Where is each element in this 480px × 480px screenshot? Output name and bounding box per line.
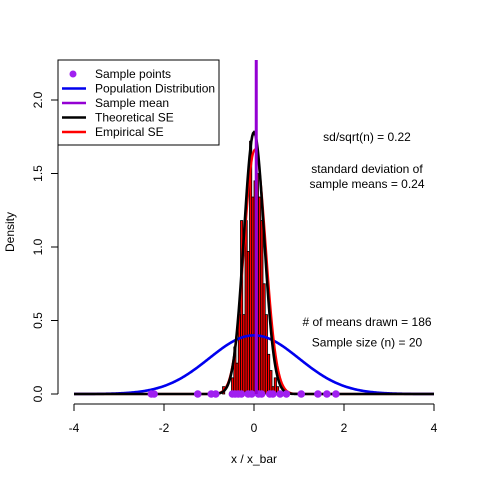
sample-point-8 [237, 390, 246, 398]
legend-label-4: Empirical SE [95, 125, 164, 139]
sample-point-10 [247, 390, 256, 398]
sample-point-15 [276, 390, 284, 398]
annotation-2: sample means = 0.24 [309, 177, 424, 191]
theoretical-se-curve [74, 130, 434, 396]
y-axis-label: Density [3, 212, 17, 252]
x-tick-label-0: -4 [69, 421, 80, 435]
x-tick-label-3: 2 [341, 421, 348, 435]
y-tick-label-1: 0.5 [31, 312, 45, 329]
sample-points-layer [147, 390, 340, 398]
x-tick-label-1: -2 [159, 421, 170, 435]
x-tick-label-4: 4 [431, 421, 438, 435]
sample-point-2 [193, 390, 202, 398]
sample-point-20 [332, 390, 340, 398]
sample-point-12 [257, 390, 266, 398]
x-axis-label: x / x_bar [231, 452, 277, 466]
sample-point-18 [314, 390, 322, 398]
y-tick-label-2: 1.0 [31, 238, 45, 255]
legend-label-3: Theoretical SE [95, 111, 174, 125]
annotation-4: Sample size (n) = 20 [312, 336, 423, 350]
sample-point-14 [269, 390, 277, 398]
legend-label-2: Sample mean [95, 96, 169, 110]
population-distribution-curve [74, 334, 434, 396]
annotations: sd/sqrt(n) = 0.22 standard deviation ofsa… [302, 130, 431, 350]
sample-point-17 [297, 390, 306, 398]
y-tick-label-0: 0.0 [31, 385, 45, 402]
y-tick-label-3: 1.5 [31, 165, 45, 182]
x-tick-label-2: 0 [251, 421, 258, 435]
legend-label-0: Sample points [95, 67, 171, 81]
sample-point-1 [150, 390, 158, 398]
sample-point-19 [323, 390, 331, 398]
y-tick-label-4: 2.0 [31, 91, 45, 108]
sample-point-4 [211, 390, 220, 398]
legend-symbol-0 [69, 70, 77, 78]
legend-label-1: Population Distribution [95, 82, 215, 96]
annotation-0: sd/sqrt(n) = 0.22 [323, 130, 411, 144]
annotation-3: # of means drawn = 186 [302, 315, 431, 329]
x-axis-ticks: -4 -2 0 2 4 [69, 404, 438, 435]
density-curves [74, 130, 434, 396]
annotation-1: standard deviation of [311, 162, 423, 176]
y-axis-ticks: 0.0 0.5 1.0 1.5 2.0 [31, 91, 58, 402]
histogram [222, 140, 280, 395]
sample-point-16 [282, 390, 291, 398]
